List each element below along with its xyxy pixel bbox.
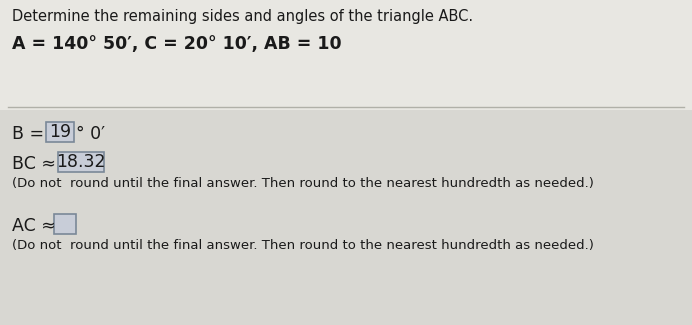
Text: ° 0′: ° 0′ (76, 125, 105, 143)
Bar (46, 122, 74, 142)
Text: 18.32: 18.32 (56, 153, 106, 171)
Text: A = 140° 50′, C = 20° 10′, AB = 10: A = 140° 50′, C = 20° 10′, AB = 10 (12, 35, 342, 53)
Text: B =: B = (12, 125, 50, 143)
Text: (Do not  round until the final answer. Then round to the nearest hundredth as ne: (Do not round until the final answer. Th… (12, 177, 594, 190)
Bar (54, 214, 76, 234)
Text: BC ≈: BC ≈ (12, 155, 62, 173)
Text: AC ≈: AC ≈ (12, 217, 56, 235)
Text: (Do not  round until the final answer. Then round to the nearest hundredth as ne: (Do not round until the final answer. Th… (12, 239, 594, 252)
Text: Determine the remaining sides and angles of the triangle ABC.: Determine the remaining sides and angles… (12, 9, 473, 24)
Bar (0, 110, 692, 325)
Text: 19: 19 (49, 123, 71, 141)
Bar (58, 152, 104, 172)
Bar (0, 0, 692, 110)
